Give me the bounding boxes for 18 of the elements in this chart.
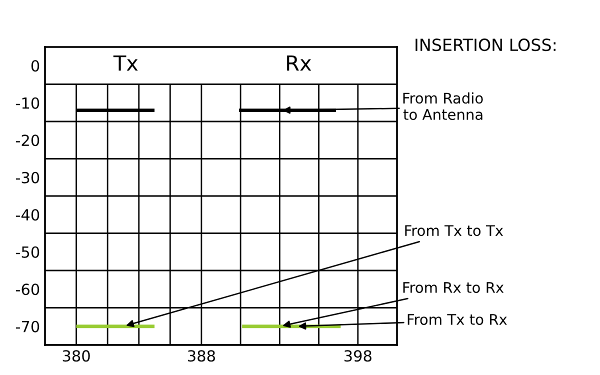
- y-tick-label: -60: [16, 284, 40, 296]
- annotation: From Radio to Antenna: [403, 92, 483, 120]
- annotation: Tx: [113, 55, 138, 71]
- annotation: From Rx to Rx: [403, 282, 504, 293]
- y-tick-label: 0: [31, 60, 40, 72]
- annotation: From Tx to Tx: [405, 225, 504, 236]
- y-tick-label: -50: [16, 246, 40, 258]
- y-tick-label: -20: [16, 134, 40, 146]
- y-tick-label: -10: [16, 97, 40, 109]
- x-tick-label: 380: [62, 350, 90, 362]
- y-tick-label: -40: [16, 209, 40, 221]
- annotation: Rx: [287, 55, 312, 71]
- annotation: From Tx to Rx: [408, 314, 507, 325]
- y-tick-label: -30: [16, 172, 40, 184]
- text: INSERTION LOSS:: [416, 38, 556, 52]
- y-tick-label: -70: [16, 320, 40, 332]
- x-tick-label: 398: [344, 350, 372, 362]
- x-tick-label: 388: [188, 350, 215, 362]
